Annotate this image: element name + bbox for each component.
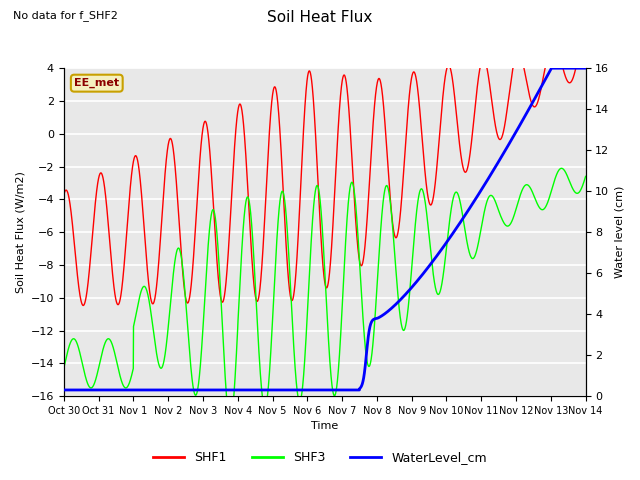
Y-axis label: Water level (cm): Water level (cm)	[615, 186, 625, 278]
Text: EE_met: EE_met	[74, 78, 119, 88]
Text: No data for f_SHF2: No data for f_SHF2	[13, 10, 118, 21]
Y-axis label: Soil Heat Flux (W/m2): Soil Heat Flux (W/m2)	[15, 171, 25, 293]
Text: Soil Heat Flux: Soil Heat Flux	[268, 10, 372, 24]
X-axis label: Time: Time	[311, 421, 339, 432]
Legend: SHF1, SHF3, WaterLevel_cm: SHF1, SHF3, WaterLevel_cm	[148, 446, 492, 469]
